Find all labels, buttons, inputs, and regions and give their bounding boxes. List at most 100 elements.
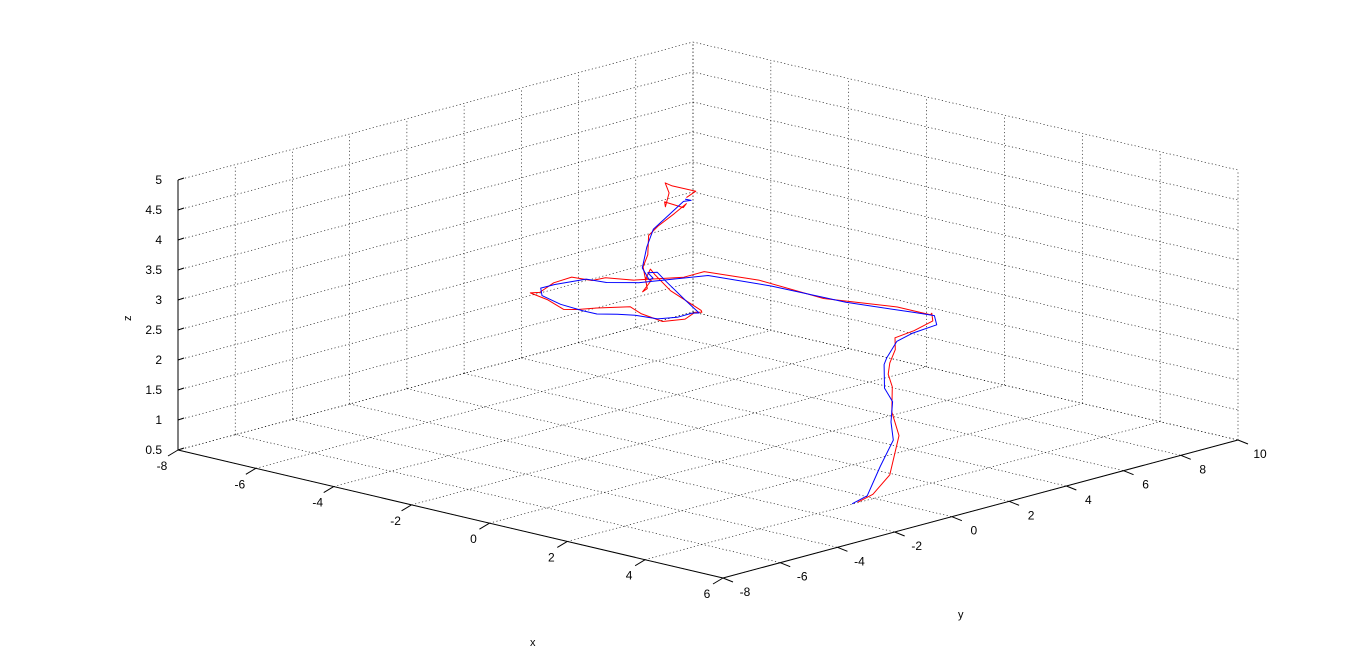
x-tick-label: 2 <box>548 550 555 564</box>
x-tick-mark <box>712 577 724 585</box>
z-tick-mark <box>177 417 185 421</box>
wall-grid-z2 <box>692 221 1239 351</box>
floor-grid-y <box>578 342 1124 471</box>
x-tick-mark <box>401 504 412 512</box>
series-blue-trajectory <box>540 198 938 505</box>
x-tick-mark <box>167 449 179 457</box>
z-tick-label: 1 <box>155 413 162 427</box>
x-tick-mark <box>557 540 568 548</box>
axis-lines <box>167 177 1249 585</box>
floor-grid-y <box>349 403 895 533</box>
y-tick-label: 2 <box>1028 508 1035 522</box>
data-series <box>529 182 938 505</box>
wall-grid-z2 <box>692 191 1239 321</box>
z-tick-label: 4.5 <box>145 203 162 217</box>
x-tick-label: -6 <box>235 477 246 491</box>
wall-grid-z <box>177 251 694 391</box>
z-tick-label: 3.5 <box>145 263 162 277</box>
z-tick-mark <box>177 237 185 241</box>
z-tick-mark <box>177 357 185 361</box>
wall-grid-z2 <box>692 101 1239 231</box>
y-tick-mark <box>894 531 905 537</box>
wall-grid-z2 <box>692 41 1239 171</box>
y-tick-mark <box>780 562 791 568</box>
floor-grid-y <box>464 373 1010 502</box>
z-axis-label: z <box>122 316 134 322</box>
x-tick-label: -2 <box>390 514 401 528</box>
y-tick-label: 0 <box>971 524 978 538</box>
floor-grid-x <box>333 348 849 487</box>
y-tick-mark <box>722 577 734 583</box>
y-tick-mark <box>1180 454 1191 460</box>
z-tick-label: 5 <box>155 173 162 187</box>
y-tick-mark <box>951 516 963 522</box>
z-tick-mark <box>177 327 185 331</box>
wall-grid-z2 <box>692 311 1239 441</box>
y-tick-label: 4 <box>1085 493 1092 507</box>
y-tick-label: 10 <box>1253 447 1267 461</box>
y-tick-mark <box>1066 485 1077 491</box>
floor-grid-x <box>489 384 1005 524</box>
x-tick-label: -8 <box>157 459 168 473</box>
y-tick-label: -2 <box>911 539 922 553</box>
y-tick-mark <box>1237 439 1249 445</box>
wall-grid-z <box>177 191 694 331</box>
z-tick-mark <box>177 267 185 271</box>
x-tick-label: 4 <box>626 569 633 583</box>
x-tick-mark <box>479 522 490 530</box>
wall-grid-z2 <box>692 71 1239 201</box>
z-tick-label: 2 <box>155 353 162 367</box>
x-tick-label: -4 <box>312 496 323 510</box>
wall-grid-z <box>177 221 694 361</box>
z-tick-mark <box>177 387 185 391</box>
y-tick-label: -4 <box>854 554 865 568</box>
wall-grid-z2 <box>692 251 1239 381</box>
y-axis-label: y <box>958 609 964 621</box>
z-tick-mark <box>177 447 185 451</box>
floor-grid-y <box>406 388 952 517</box>
wall-grid-z <box>177 131 694 271</box>
z-tick-label: 2.5 <box>145 323 162 337</box>
floor-grid-y <box>292 419 838 548</box>
y-tick-mark <box>837 546 848 552</box>
wall-grid-z <box>177 101 694 241</box>
x-axis-label: x <box>530 637 536 649</box>
x-tick-mark <box>323 486 334 494</box>
floor-grid-x <box>567 403 1083 542</box>
x-axis-line <box>177 449 724 579</box>
z-tick-label: 3 <box>155 293 162 307</box>
z-tick-mark <box>177 177 185 181</box>
z-tick-label: 4 <box>155 233 162 247</box>
wall-grid-z2 <box>692 281 1239 411</box>
x-tick-mark <box>634 559 646 567</box>
grid-lines <box>177 41 1239 579</box>
wall-grid-z <box>177 41 694 181</box>
y-tick-label: 6 <box>1142 478 1149 492</box>
y-tick-label: 8 <box>1199 462 1206 476</box>
y-tick-mark <box>1008 500 1020 506</box>
wall-grid-z2 <box>692 131 1239 261</box>
z-tick-mark <box>177 207 185 211</box>
y-axis-line <box>722 439 1239 579</box>
floor-grid-x <box>411 366 927 506</box>
z-tick-label: 1.5 <box>145 383 162 397</box>
floor-grid-y <box>635 327 1181 456</box>
floor-grid-x <box>255 329 771 469</box>
wall-grid-z <box>177 161 694 301</box>
z-tick-mark <box>177 297 185 301</box>
series-red-trajectory <box>529 182 934 503</box>
y-tick-mark <box>1123 470 1134 476</box>
floor-grid-y <box>521 357 1067 487</box>
x-tick-label: 0 <box>470 532 477 546</box>
wall-grid-z2 <box>692 161 1239 291</box>
wall-grid-z <box>177 281 694 421</box>
z-tick-label: 0.5 <box>145 443 162 457</box>
wall-grid-z <box>177 311 694 451</box>
floor-grid-x <box>645 421 1161 561</box>
y-tick-label: -6 <box>797 570 808 584</box>
x-tick-mark <box>245 467 257 475</box>
y-tick-label: -8 <box>740 585 751 599</box>
x-tick-label: 6 <box>704 587 711 601</box>
tick-labels: -8 -6 -4 -2 0 2 4 6 -8 -6 -4 -2 0 2 4 6 8 10 0.5 1 1.5 2 2.5 3 3… <box>145 173 1267 601</box>
